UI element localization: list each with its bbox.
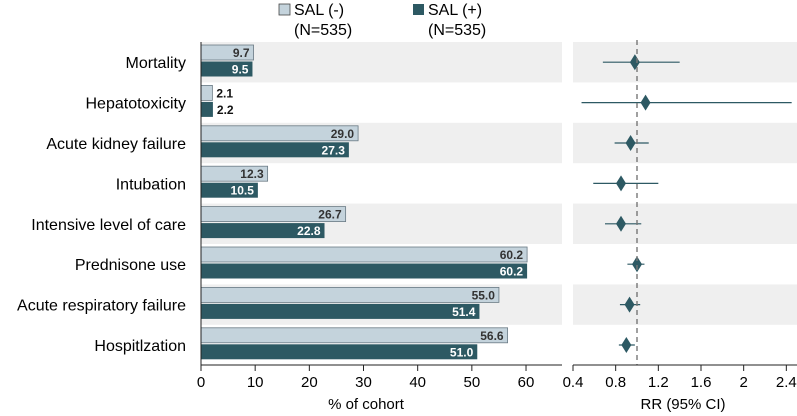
category-labels: Mortality Hepatotoxicity Acute kidney fail… <box>17 55 186 355</box>
bar-sal-pos-intubation <box>201 182 258 198</box>
axes <box>200 42 797 366</box>
forest-x-tick-label: 2 <box>739 374 747 391</box>
forest-x-tick-label: 1.2 <box>648 374 669 391</box>
bar-label-sal-neg-acute-kidney-failure: 29.0 <box>331 127 355 141</box>
legend-label-sal-pos: SAL (+) <box>428 2 482 19</box>
category-label-mortality: Mortality <box>126 55 186 72</box>
legend-n-sal-pos: (N=535) <box>428 22 486 39</box>
bar-x-tick-label: 50 <box>464 374 481 391</box>
bar-x-tick-label: 0 <box>197 374 205 391</box>
bar-sal-pos-acute-kidney-failure <box>201 142 349 158</box>
bar-value-labels: 9.7 9.5 2.1 2.2 29.0 27.3 12.3 10.5 26.7 22.8 60.2… <box>216 46 523 359</box>
bar-sal-pos-acute-respiratory-failure <box>201 303 480 319</box>
category-label-intensive-level-of-care: Intensive level of care <box>31 217 186 234</box>
category-label-hepatotoxicity: Hepatotoxicity <box>86 96 187 113</box>
forest-x-tick-label: 0.4 <box>563 374 584 391</box>
bar-label-sal-neg-mortality: 9.7 <box>233 46 250 60</box>
legend-swatch-sal-neg <box>278 3 291 16</box>
category-label-prednisone-use: Prednisone use <box>75 257 186 274</box>
bar-sal-neg-acute-respiratory-failure <box>200 286 500 303</box>
bar-label-sal-pos-acute-kidney-failure: 27.3 <box>322 143 346 157</box>
row-band <box>573 122 797 164</box>
rr-point-acute-respiratory-failure <box>624 296 635 313</box>
legend-n-sal-neg: (N=535) <box>294 22 352 39</box>
bar-sal-pos-mortality <box>201 61 253 77</box>
bar-x-tick-label: 30 <box>355 374 372 391</box>
rr-point-hepatotoxicity <box>640 94 651 111</box>
bar-sal-neg-hepatotoxicity <box>200 85 213 101</box>
forest-x-tick-label: 0.8 <box>605 374 626 391</box>
row-band <box>201 42 562 83</box>
bar-label-sal-pos-intubation: 10.5 <box>231 184 255 198</box>
bar-label-sal-pos-mortality: 9.5 <box>232 63 249 77</box>
row-bands <box>201 42 797 325</box>
row-band <box>573 284 797 325</box>
forest-x-tick-label: 2.4 <box>776 374 797 391</box>
forest-plot <box>581 40 792 365</box>
bar-label-sal-pos-intensive-level-of-care: 22.8 <box>297 224 321 238</box>
category-label-acute-respiratory-failure: Acute respiratory failure <box>17 298 186 315</box>
bar-label-sal-pos-prednisone-use: 60.2 <box>500 265 524 279</box>
bar-x-axis-title: % of cohort <box>328 396 405 413</box>
forest-x-tick-label: 1.6 <box>691 374 712 391</box>
bar-sal-neg-prednisone-use <box>200 246 528 263</box>
bar-label-sal-neg-intubation: 12.3 <box>240 167 264 181</box>
bar-x-tick-label: 10 <box>247 374 264 391</box>
rr-point-intubation <box>616 175 626 192</box>
bar-sal-pos-hospitlzation <box>201 344 478 360</box>
bar-x-tick-label: 60 <box>518 374 535 391</box>
bar-label-sal-neg-intensive-level-of-care: 26.7 <box>318 208 342 222</box>
category-label-intubation: Intubation <box>116 176 186 193</box>
rr-point-intensive-level-of-care <box>616 215 626 232</box>
bar-x-tick-label: 20 <box>301 374 318 391</box>
bar-sal-pos-hepatotoxicity <box>201 101 213 117</box>
bar-label-sal-neg-acute-respiratory-failure: 55.0 <box>472 288 496 302</box>
bar-label-sal-neg-hospitlzation: 56.6 <box>480 329 504 343</box>
legend: SAL (-) (N=535) SAL (+) (N=535) <box>278 2 486 39</box>
bar-sal-neg-hospitlzation <box>200 327 509 344</box>
legend-label-sal-neg: SAL (-) <box>294 2 344 19</box>
ticks: 0 10 20 30 40 50 60 0.4 0.8 1.2 1.6 2 2.4 <box>197 365 797 391</box>
legend-swatch-sal-pos <box>413 4 424 15</box>
category-label-acute-kidney-failure: Acute kidney failure <box>46 136 186 153</box>
rr-point-hospitlzation <box>621 337 632 353</box>
rr-point-acute-kidney-failure <box>625 135 636 151</box>
bar-label-sal-neg-prednisone-use: 60.2 <box>500 248 524 262</box>
bar-x-tick-label: 40 <box>409 374 426 391</box>
bar-label-sal-pos-hospitlzation: 51.0 <box>450 345 474 359</box>
bar-sal-pos-prednisone-use <box>201 263 528 279</box>
bar-label-sal-pos-hepatotoxicity: 2.2 <box>217 103 234 117</box>
category-label-hospitlzation: Hospitlzation <box>94 338 186 355</box>
rr-point-prednisone-use <box>632 256 642 273</box>
bar-label-sal-neg-hepatotoxicity: 2.1 <box>216 86 233 100</box>
bar-sal-pos-intensive-level-of-care <box>201 223 325 239</box>
forest-x-axis-title: RR (95% CI) <box>640 396 725 413</box>
bars <box>200 44 528 360</box>
bar-label-sal-pos-acute-respiratory-failure: 51.4 <box>452 305 476 319</box>
